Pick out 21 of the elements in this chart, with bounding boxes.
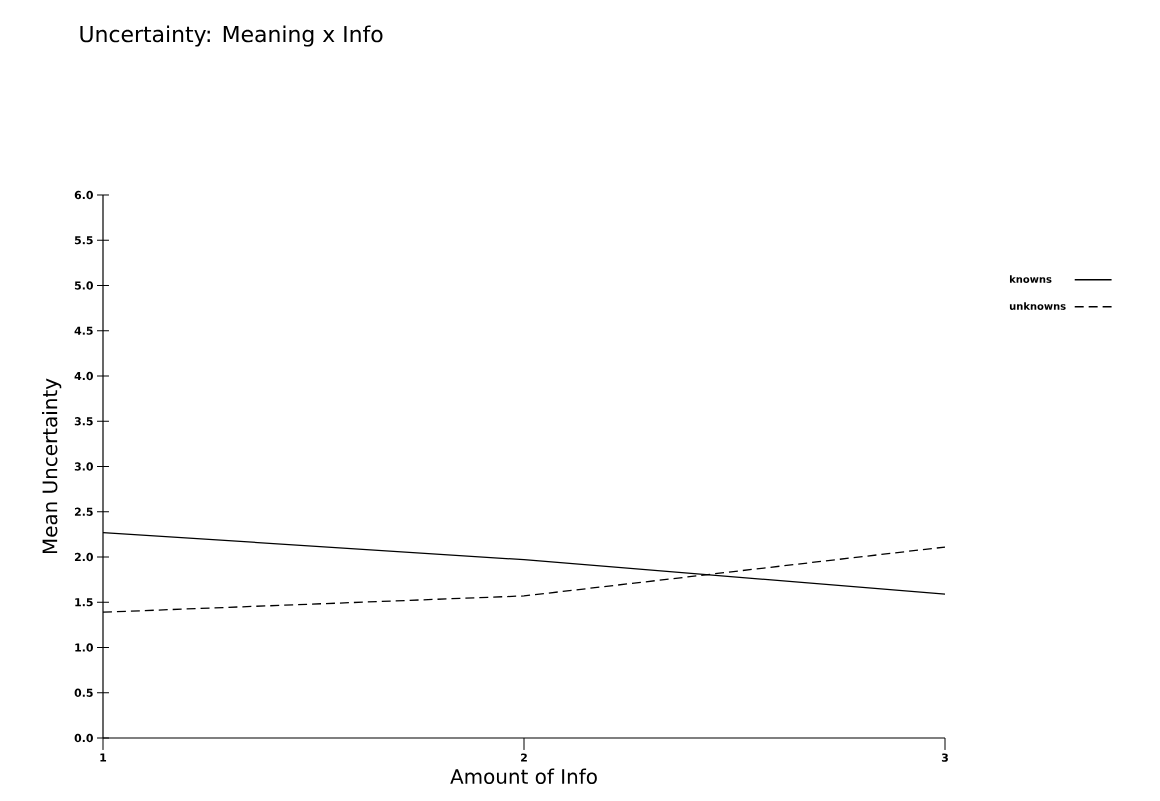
chart-title: Uncertainty: Meaning x Info bbox=[80, 25, 383, 47]
y-tick-label: 3.0 bbox=[74, 462, 93, 471]
x-tick-label: 1 bbox=[100, 753, 107, 762]
x-tick-label: 3 bbox=[941, 753, 948, 762]
y-tick-label: 5.5 bbox=[74, 236, 93, 245]
x-axis-title: Amount of Info bbox=[450, 768, 597, 785]
y-tick-label: 1.5 bbox=[75, 598, 93, 607]
y-tick-label: 1.0 bbox=[75, 643, 93, 652]
y-tick-label: 4.0 bbox=[74, 371, 93, 381]
x-tick-label: 2 bbox=[521, 753, 527, 762]
legend-label: knowns bbox=[1009, 275, 1052, 283]
y-tick-label: 4.5 bbox=[74, 326, 93, 335]
y-tick-label: 0.0 bbox=[74, 733, 93, 743]
y-tick-label: 0.5 bbox=[74, 688, 93, 697]
y-tick-label: 2.5 bbox=[74, 507, 93, 516]
y-tick-label: 3.5 bbox=[74, 417, 93, 426]
y-tick-label: 6.0 bbox=[74, 190, 93, 200]
y-tick-label: 2.0 bbox=[74, 552, 93, 562]
y-tick-label: 5.0 bbox=[74, 281, 93, 290]
legend-label: unknowns bbox=[1009, 302, 1066, 310]
y-axis-title: Mean Uncertainty bbox=[41, 378, 62, 554]
